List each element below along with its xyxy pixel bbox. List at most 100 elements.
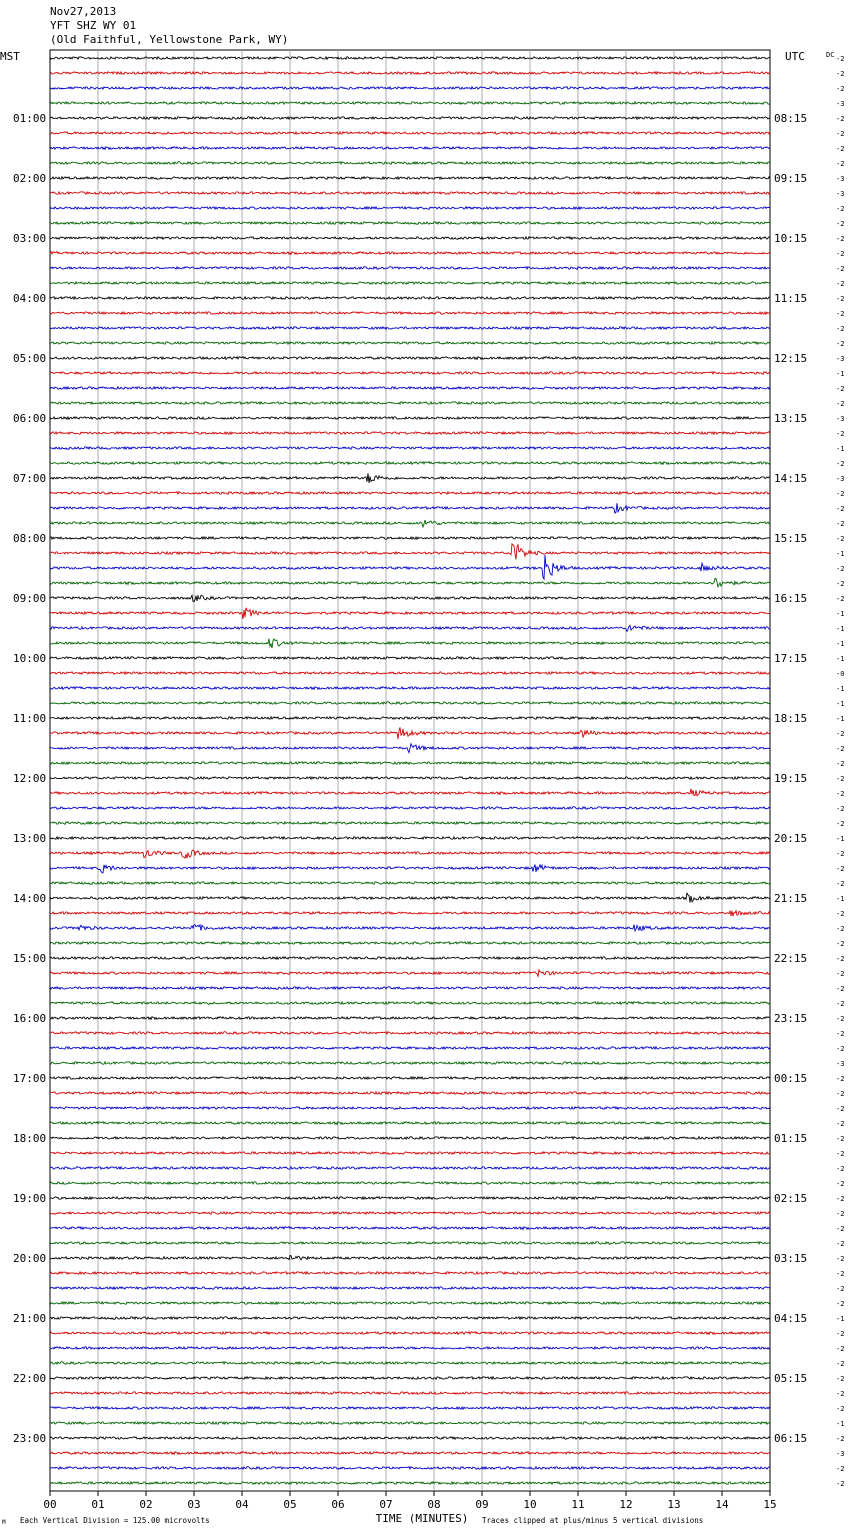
trace-line-66 [49,1045,771,1051]
x-tick-label-11: 11 [571,1498,584,1511]
dc-offset-11: -2 [836,220,844,228]
mst-label-3: 03:00 [13,232,46,245]
trace-line-23 [49,400,771,406]
dc-offset-67: -3 [836,1060,844,1068]
utc-label-20: 03:15 [774,1252,807,1265]
mst-label-21: 21:00 [13,1312,46,1325]
dc-offset-51: -2 [836,820,844,828]
trace-line-25 [49,430,771,436]
dc-offset-85: -2 [836,1330,844,1338]
mst-label-16: 16:00 [13,1012,46,1025]
dc-offset-75: -2 [836,1180,844,1188]
trace-line-31 [49,519,771,529]
dc-offset-91: -1 [836,1420,844,1428]
trace-line-69 [49,1090,771,1096]
scale-note: Each Vertical Division = 125.00 microvol… [20,1516,210,1525]
trace-line-20 [49,355,771,361]
x-tick-label-13: 13 [667,1498,680,1511]
dc-offset-20: -3 [836,355,844,363]
trace-line-85 [49,1330,771,1336]
trace-line-54 [49,863,771,874]
dc-offset-64: -2 [836,1015,844,1023]
trace-line-22 [49,385,771,391]
x-tick-label-4: 04 [235,1498,249,1511]
utc-label-15: 22:15 [774,952,807,965]
dc-offset-45: -2 [836,730,844,738]
trace-line-65 [49,1030,771,1036]
trace-line-2 [49,85,771,91]
clip-note: Traces clipped at plus/minus 5 vertical … [482,1516,703,1525]
trace-line-0 [49,55,771,61]
x-tick-label-6: 06 [331,1498,344,1511]
trace-line-45 [49,727,771,740]
mst-label-20: 20:00 [13,1252,46,1265]
trace-line-17 [49,310,770,316]
mst-label-15: 15:00 [13,952,46,965]
trace-line-53 [49,849,771,859]
dc-offset-81: -2 [836,1270,844,1278]
dc-offset-2: -2 [836,85,844,93]
dc-offset-27: -2 [836,460,844,468]
utc-label-4: 11:15 [774,292,807,305]
trace-line-81 [49,1270,771,1276]
dc-offset-14: -2 [836,265,844,273]
trace-line-91 [49,1420,771,1426]
dc-header-label: DC [826,51,834,59]
dc-offset-35: -2 [836,580,844,588]
corner-mark: M [2,1519,6,1526]
trace-line-14 [49,265,771,271]
dc-offset-4: -2 [836,115,844,123]
trace-line-94 [49,1465,771,1471]
dc-offset-26: -1 [836,445,844,453]
trace-line-89 [49,1390,771,1396]
mst-label-1: 01:00 [13,112,46,125]
x-tick-label-3: 03 [187,1498,200,1511]
trace-line-48 [49,775,771,781]
dc-offset-56: -1 [836,895,844,903]
mst-label-7: 07:00 [13,472,46,485]
utc-label-12: 19:15 [774,772,807,785]
dc-offset-49: -2 [836,790,844,798]
x-tick-label-5: 05 [283,1498,296,1511]
dc-offset-73: -2 [836,1150,844,1158]
dc-offset-29: -2 [836,490,844,498]
trace-line-19 [49,340,771,346]
mst-label-23: 23:00 [13,1432,46,1445]
trace-line-70 [49,1105,771,1111]
dc-offset-63: -2 [836,1000,844,1008]
trace-line-67 [49,1060,771,1066]
mst-label-14: 14:00 [13,892,46,905]
dc-offset-54: -2 [836,865,844,873]
trace-line-28 [49,473,771,483]
dc-offset-41: -0 [836,670,844,678]
dc-offset-87: -2 [836,1360,844,1368]
trace-line-57 [49,909,771,917]
utc-label-11: 18:15 [774,712,807,725]
trace-line-12 [49,235,771,241]
dc-offset-9: -3 [836,190,844,198]
trace-line-35 [49,577,771,588]
dc-offset-32: -2 [836,535,844,543]
trace-line-41 [49,670,771,676]
trace-line-58 [49,923,770,933]
utc-axis-label: UTC [785,50,805,63]
trace-line-46 [49,742,771,755]
dc-offset-1: -2 [836,70,844,78]
trace-line-88 [49,1375,771,1381]
x-tick-label-0: 00 [43,1498,56,1511]
dc-offset-24: -3 [836,415,844,423]
utc-label-3: 10:15 [774,232,807,245]
dc-offset-44: -1 [836,715,844,723]
label-group: -2 -2 -2 -3 -2 -2 -2 -2 -3 -3 -2 -2 -2 -2 -2 -2 -2 -2 -2 -2… [0,50,844,1511]
x-tick-label-9: 09 [475,1498,488,1511]
trace-line-62 [49,985,771,991]
x-tick-label-12: 12 [619,1498,632,1511]
trace-line-83 [49,1300,771,1306]
trace-line-90 [49,1405,771,1411]
trace-line-77 [49,1210,771,1216]
dc-offset-12: -2 [836,235,844,243]
trace-line-18 [49,325,771,331]
mst-label-13: 13:00 [13,832,46,845]
trace-line-93 [49,1450,771,1456]
dc-offset-25: -2 [836,430,844,438]
